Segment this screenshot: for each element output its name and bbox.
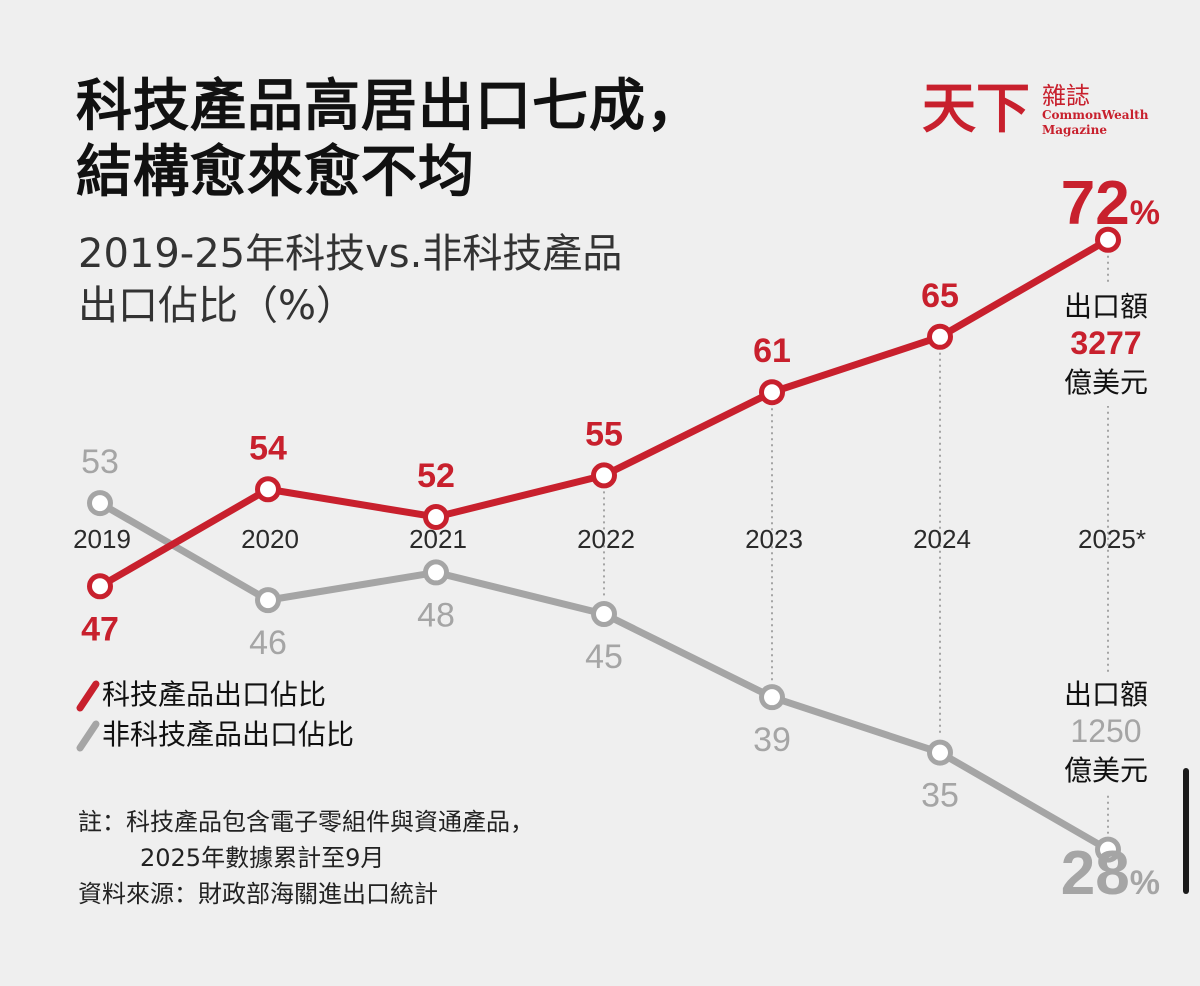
- chart-title: 科技產品高居出口七成， 結構愈來愈不均: [76, 74, 703, 206]
- logo-zh: 雜誌: [1042, 82, 1090, 110]
- point-non-tech-2025: [1095, 836, 1121, 863]
- year-label-2024: 2024: [913, 524, 971, 554]
- year-label-2022: 2022: [577, 524, 635, 554]
- point-non-tech-2022: [591, 601, 617, 627]
- non-tech-export-annotation-unit: 億美元: [1064, 754, 1148, 787]
- tech-export-annotation-label: 出口額: [1064, 290, 1148, 323]
- year-label-2025: 2025*: [1078, 524, 1146, 554]
- chart-notes: 註：科技產品包含電子零組件與資通產品， 2025年數據累計至9月 資料來源：財政…: [78, 804, 534, 912]
- data-label-non-tech-2020: 46: [249, 624, 287, 662]
- legend-label-non-tech: 非科技產品出口佔比: [102, 718, 354, 751]
- logo-main: 天下: [922, 76, 1030, 140]
- subtitle-line-1: 2019-25年科技vs.非科技產品: [78, 231, 623, 277]
- data-label-non-tech-2022: 45: [585, 638, 623, 676]
- logo-en: CommonWealth Magazine: [1042, 108, 1149, 137]
- tech-export-annotation-amount: 3277: [1070, 325, 1141, 361]
- data-label-non-tech-2021: 48: [417, 596, 455, 634]
- point-tech-2023: [759, 379, 785, 406]
- non-tech-export-annotation-amount: 1250: [1070, 713, 1141, 749]
- point-non-tech-2020: [255, 587, 281, 614]
- point-tech-2025: [1095, 226, 1121, 253]
- point-tech-2021: [423, 503, 449, 530]
- data-label-tech-2019: 47: [81, 610, 119, 648]
- point-non-tech-2021: [423, 559, 449, 586]
- final-value-tech: 72%: [1061, 169, 1160, 238]
- year-label-2019: 2019: [73, 524, 131, 554]
- data-label-non-tech-2024: 35: [921, 777, 959, 815]
- year-label-2020: 2020: [241, 524, 299, 554]
- point-tech-2022: [591, 462, 617, 489]
- note-line-1: 註：科技產品包含電子零組件與資通產品，: [78, 808, 534, 836]
- chart-subtitle: 2019-25年科技vs.非科技產品 出口佔比（%）: [78, 228, 622, 332]
- point-tech-2019: [87, 573, 113, 600]
- data-label-tech-2023: 61: [753, 332, 791, 370]
- point-tech-2020: [255, 476, 281, 503]
- point-tech-2024: [927, 323, 953, 350]
- non-tech-export-annotation-bg: [1052, 672, 1160, 794]
- year-label-2023: 2023: [745, 524, 803, 554]
- data-label-non-tech-2019: 53: [81, 443, 119, 481]
- data-label-tech-2021: 52: [417, 457, 455, 495]
- data-label-non-tech-2023: 39: [753, 721, 791, 759]
- data-label-tech-2022: 55: [585, 415, 623, 453]
- subtitle-line-2: 出口佔比（%）: [78, 283, 357, 329]
- legend-label-tech: 科技產品出口佔比: [102, 678, 326, 711]
- point-non-tech-2024: [927, 739, 953, 766]
- data-label-tech-2020: 54: [249, 429, 287, 467]
- tech-export-annotation-unit: 億美元: [1064, 366, 1148, 399]
- final-value-non-tech: 28%: [1061, 839, 1160, 908]
- note-line-2: 2025年數據累計至9月: [140, 844, 385, 872]
- scrollbar[interactable]: [1183, 768, 1189, 894]
- title-line-2: 結構愈來愈不均: [76, 140, 475, 205]
- title-line-1: 科技產品高居出口七成，: [76, 74, 703, 139]
- legend-swatch-tech: [76, 680, 100, 712]
- tech-export-annotation-bg: [1052, 284, 1160, 406]
- source-note: 資料來源：財政部海關進出口統計: [78, 880, 438, 908]
- data-label-tech-2024: 65: [921, 277, 959, 315]
- non-tech-export-annotation-label: 出口額: [1064, 678, 1148, 711]
- point-non-tech-2019: [87, 490, 113, 517]
- point-non-tech-2023: [759, 684, 785, 711]
- legend-swatch-non-tech: [76, 720, 100, 752]
